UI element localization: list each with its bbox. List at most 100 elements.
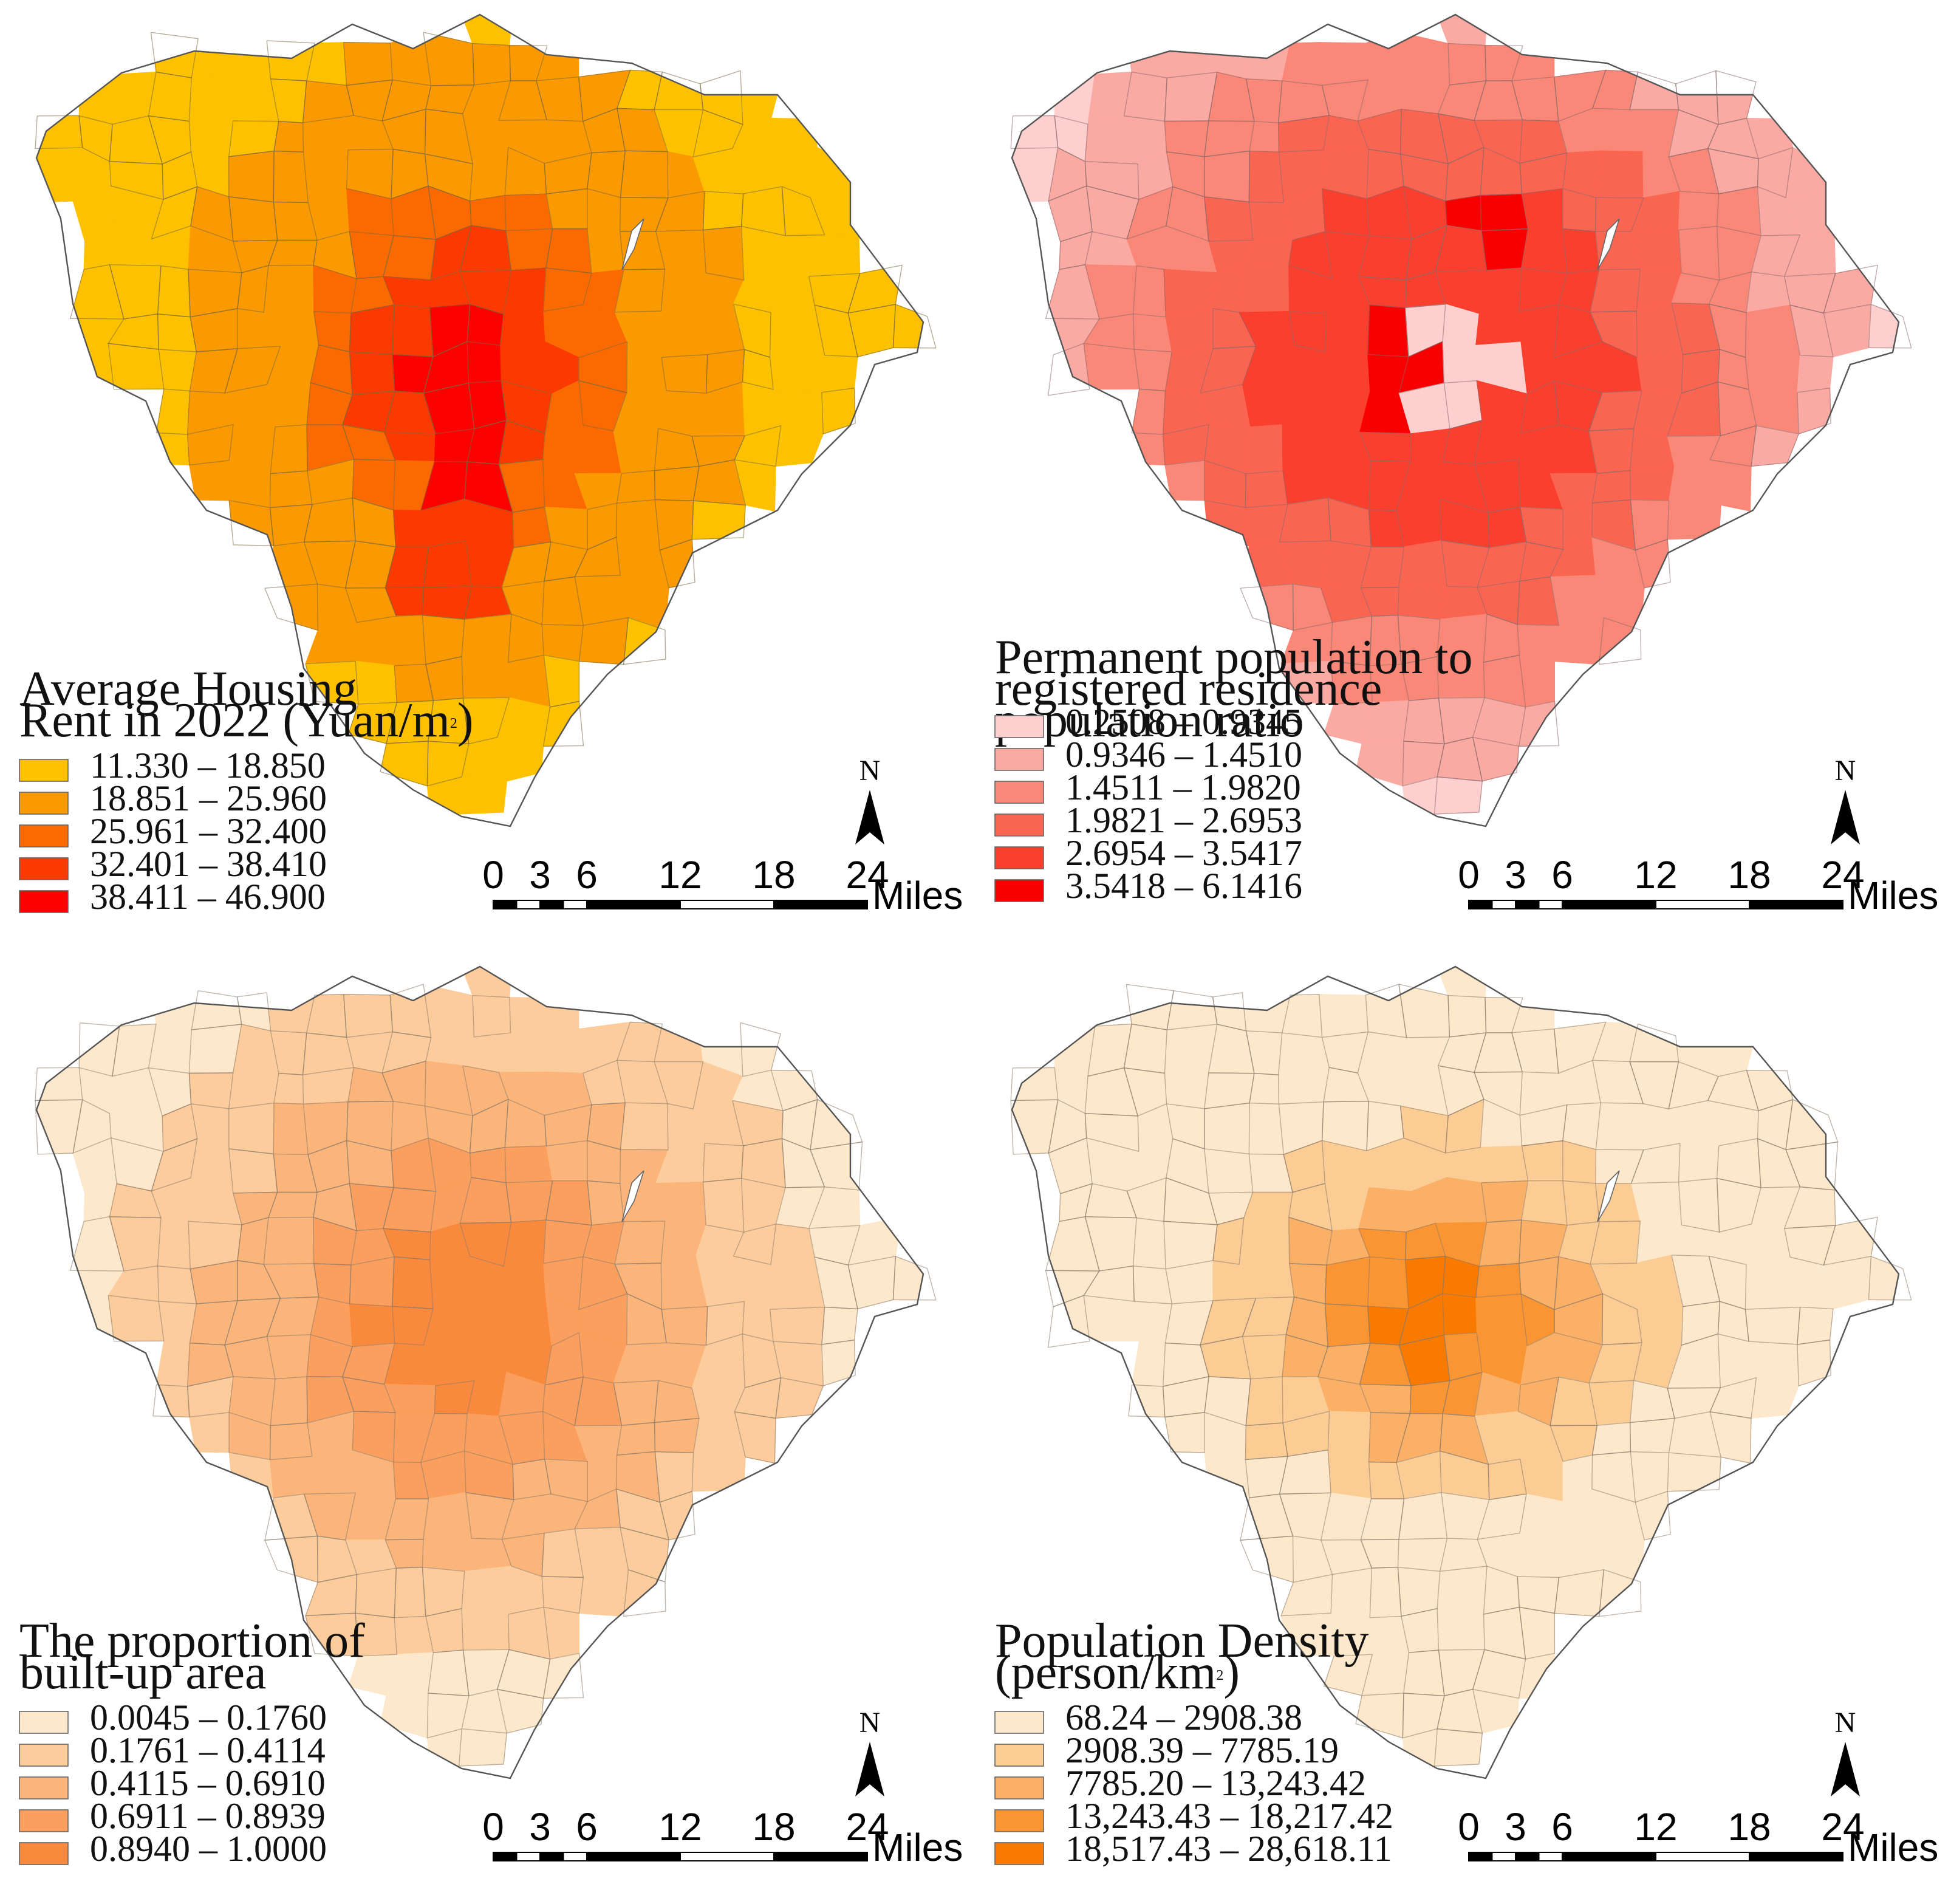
district-113: [1132, 1217, 1166, 1270]
district-87: [702, 1143, 744, 1183]
district-195: [270, 424, 308, 474]
legend-title: Population Density(person/km2): [995, 1614, 1369, 1699]
district-262: [461, 614, 512, 663]
region-boundary: [1011, 965, 1900, 1779]
district-231: [1488, 1458, 1527, 1501]
district-9: [1447, 995, 1487, 1038]
legend-label-0: 68.24 – 2908.38: [1065, 1697, 1302, 1738]
district-169: [1636, 354, 1684, 394]
district-polygons: [1010, 0, 1912, 819]
district-173: [1797, 1306, 1834, 1345]
district-81: [1444, 194, 1482, 231]
district-177: [1242, 382, 1287, 428]
legend-label-2: 1.4511 – 1.9820: [1065, 767, 1301, 807]
district-265: [1554, 617, 1605, 665]
district-211: [269, 470, 313, 509]
district-boundaries: [1010, 984, 1912, 1767]
district-143: [1475, 1262, 1522, 1298]
district-169: [661, 1306, 708, 1346]
district-36: [1249, 1073, 1280, 1104]
legend-label-3: 1.9821 – 2.6953: [1065, 800, 1302, 840]
district-164: [1442, 1293, 1477, 1336]
district-81: [1444, 1146, 1482, 1183]
district-34: [188, 120, 234, 157]
district-116: [1239, 1216, 1290, 1265]
district-220: [616, 1422, 656, 1456]
legend-label-5: 3.5418 – 6.1416: [1065, 866, 1302, 906]
district-169: [661, 354, 708, 394]
scale-unit-label: Miles: [1848, 874, 1938, 917]
district-75: [1204, 1148, 1254, 1194]
legend-swatch-4: [19, 890, 69, 913]
legend-label-4: 38.411 – 46.900: [90, 877, 326, 917]
district-102: [505, 1180, 553, 1223]
district-262: [1437, 1566, 1488, 1615]
district-polygons: [35, 952, 937, 1771]
district-173: [821, 1306, 858, 1345]
legend-label-0: 0.0045 – 0.1760: [90, 1697, 327, 1738]
district-172: [1744, 354, 1801, 393]
district-56: [1248, 1102, 1284, 1155]
legend-swatch-4: [994, 846, 1044, 869]
north-arrow-icon: N: [855, 1707, 884, 1796]
district-103: [545, 1180, 592, 1226]
legend-title-line: population ratio: [995, 694, 1304, 747]
district-260: [1369, 1567, 1402, 1618]
district-102: [1481, 228, 1529, 271]
district-140: [392, 1256, 434, 1309]
district-81: [469, 1146, 507, 1183]
district-6: [343, 994, 393, 1038]
district-231: [512, 1458, 552, 1501]
district-155: [108, 1295, 165, 1342]
district-256: [1550, 575, 1605, 626]
scale-tick-label: 0: [1458, 1805, 1480, 1849]
district-139: [1324, 304, 1370, 355]
district-107: [702, 1177, 745, 1233]
district-55: [1204, 1102, 1250, 1155]
legend-swatch-3: [19, 1809, 69, 1832]
district-107: [702, 225, 745, 281]
lake-feature: [621, 218, 644, 270]
district-116: [263, 1216, 315, 1265]
lake-feature: [1597, 1170, 1620, 1222]
district-9: [472, 995, 511, 1038]
district-259: [1330, 1567, 1372, 1618]
district-161: [1324, 1303, 1371, 1348]
map-panel-housing-rent: Average Housing Rent in 2022 (Yuan/m2) 11.…: [0, 0, 976, 952]
district-9: [472, 43, 511, 86]
legend-swatch-0: [19, 759, 69, 782]
district-256: [1550, 1527, 1605, 1578]
district-143: [500, 310, 546, 346]
district-231: [512, 506, 552, 549]
district-87: [1678, 1143, 1720, 1183]
district-36: [273, 121, 304, 152]
district-271: [461, 656, 510, 699]
district-104: [1562, 1180, 1600, 1226]
map-panel-built-up-proportion: The proportion of built-up area 0.0045 – 0…: [0, 952, 976, 1904]
lake-feature: [621, 1170, 644, 1222]
district-113: [1132, 265, 1166, 318]
district-140: [392, 304, 434, 357]
north-label: N: [1835, 755, 1856, 787]
scale-tick-label: 18: [1727, 853, 1771, 897]
district-34: [1164, 120, 1209, 157]
district-265: [578, 1569, 629, 1617]
district-55: [1204, 150, 1250, 203]
district-161: [349, 1303, 395, 1348]
legend-title-line: Average Housing: [19, 662, 357, 716]
district-140: [1367, 1256, 1409, 1309]
district-96: [1243, 239, 1293, 266]
north-arrow-icon: N: [1831, 755, 1860, 844]
district-81: [469, 194, 507, 231]
legend-label-1: 0.9346 – 1.4510: [1065, 735, 1302, 775]
district-241: [423, 1492, 473, 1540]
outside-mask: [0, 952, 976, 1904]
legend-label-1: 2908.39 – 7785.19: [1065, 1730, 1339, 1770]
district-195: [270, 1376, 308, 1426]
district-260: [394, 1567, 426, 1618]
